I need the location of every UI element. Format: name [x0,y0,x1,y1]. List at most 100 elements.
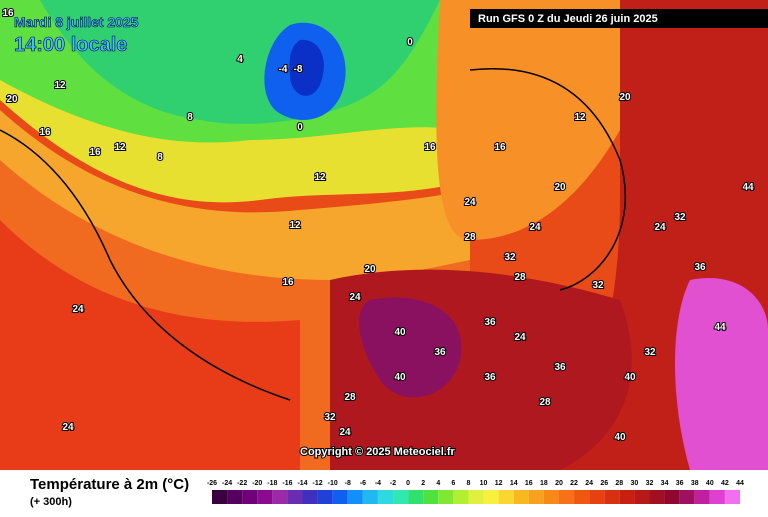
temperature-label: 28 [514,272,526,283]
temperature-label: 28 [344,392,356,403]
legend-swatch [483,490,499,504]
date-text: Mardi 8 juillet 2025 [14,14,139,30]
legend-label: -2 [390,480,396,487]
contour-line [469,68,626,291]
temperature-label: 32 [504,252,516,263]
temperature-label: 12 [54,80,66,91]
temperature-label: 28 [539,397,551,408]
temperature-label: 0 [297,122,303,133]
legend-swatch [453,490,469,504]
temperature-label: 20 [6,94,18,105]
legend-label: -10 [328,480,338,487]
legend-swatch [408,490,424,504]
legend-swatch [513,490,529,504]
temperature-label: 0 [407,37,413,48]
temperature-label: 4 [237,54,243,65]
temperature-label: 12 [289,220,301,231]
temperature-label: 44 [742,182,754,193]
legend-swatch [724,490,740,504]
temperature-label: 44 [714,322,726,333]
legend-swatch [212,490,228,504]
contour-line [0,129,291,401]
legend-label: 40 [706,480,714,487]
legend-label: 18 [540,480,548,487]
legend-label: -6 [360,480,366,487]
temperature-label: -4 [279,64,288,75]
temperature-label: 32 [324,412,336,423]
temperature-label: 24 [339,427,351,438]
legend-label: 22 [570,480,578,487]
temperature-label: 24 [529,222,541,233]
legend-swatch [574,490,590,504]
legend-swatch [679,490,695,504]
legend-label: -26 [207,480,217,487]
legend-label: 6 [451,480,455,487]
legend-swatch [589,490,605,504]
temperature-label: 40 [624,372,636,383]
zone-magenta [675,278,768,470]
time-text: 14:00 locale [14,34,127,56]
temperature-label: 16 [2,8,14,19]
temperature-label: 36 [554,362,566,373]
temperature-label: 40 [394,372,406,383]
legend-label: -16 [282,480,292,487]
legend-swatch [347,490,363,504]
legend-label: -24 [222,480,232,487]
legend-swatch [558,490,575,504]
run-text: Run GFS 0 Z du Jeudi 26 juin 2025 [478,13,658,25]
legend-label: 30 [631,480,639,487]
legend-swatch [694,490,710,504]
legend-swatch [362,490,378,504]
legend-swatch [377,490,394,504]
legend-label: -18 [267,480,277,487]
legend-label: 42 [721,480,729,487]
temperature-label: 24 [72,304,84,315]
legend-swatch [619,490,635,504]
legend-label: 14 [510,480,518,487]
legend-swatch [287,490,303,504]
legend-label: 26 [600,480,608,487]
legend-swatch [543,490,559,504]
temperature-label: 8 [187,112,193,123]
temperature-label: 40 [614,432,626,443]
temperature-label: 20 [554,182,566,193]
legend-label: -8 [345,480,351,487]
run-banner [470,9,768,28]
legend-label: -12 [313,480,323,487]
legend-swatch [332,490,348,504]
temperature-label: 36 [694,262,706,273]
legend-swatch [438,490,454,504]
legend-swatch [393,490,409,504]
temperature-label: 32 [592,280,604,291]
temperature-label: 16 [282,277,294,288]
temperature-label: 40 [394,327,406,338]
zone-red [0,220,300,470]
legend-label: 16 [525,480,533,487]
legend-label: 12 [495,480,503,487]
legend-swatch [272,490,288,504]
legend-label: 10 [480,480,488,487]
legend-label: 36 [676,480,684,487]
temperature-label: 16 [424,142,436,153]
legend-label: 32 [646,480,654,487]
legend-label: 28 [615,480,623,487]
temperature-label: 24 [62,422,74,433]
zone-scandinavia [436,0,620,240]
legend-label: 44 [736,480,744,487]
legend-label: 20 [555,480,563,487]
legend-label: 4 [436,480,440,487]
temperature-label: 8 [157,152,163,163]
legend-label: 2 [421,480,425,487]
temperature-label: 24 [349,292,361,303]
legend-swatch [634,490,650,504]
legend-label: 0 [406,480,410,487]
legend-swatch [317,490,333,504]
zone-blue-dark [289,39,324,96]
legend-lead: (+ 300h) [30,496,72,508]
temperature-label: 36 [484,372,496,383]
temperature-label: 12 [314,172,326,183]
legend-swatch [528,490,544,504]
legend-label: 34 [661,480,669,487]
legend-swatch [604,490,620,504]
